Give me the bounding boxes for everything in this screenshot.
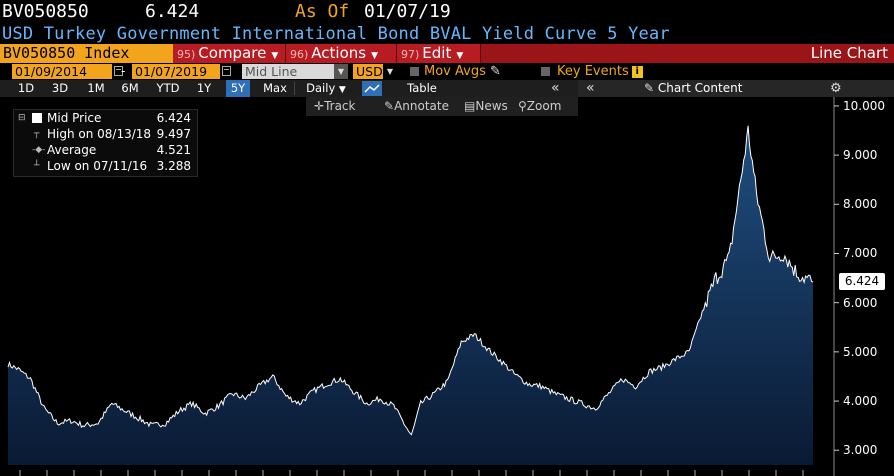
- frequency-select[interactable]: Daily ▼: [306, 81, 346, 95]
- date-separator: -: [121, 64, 126, 78]
- period-3d[interactable]: 3D: [51, 81, 69, 95]
- chart-content-panel: « ✎ Chart Content ⚙: [578, 80, 894, 97]
- chevron-down-icon[interactable]: ▼: [334, 64, 348, 79]
- series-swatch: [32, 113, 42, 123]
- description-bar: USD Turkey Government International Bond…: [0, 24, 894, 44]
- period-bar: 1D 3D 1M 6M YTD 1Y 5Y Max Daily ▼ Table …: [0, 80, 894, 97]
- y-tick-label: 8.000: [843, 197, 878, 212]
- security-field[interactable]: BV050850 Index: [0, 44, 173, 63]
- high-marker-icon: ┬: [34, 129, 40, 139]
- as-of-label: As Of: [295, 1, 350, 22]
- annotate-button[interactable]: ✎ Annotate: [384, 99, 449, 113]
- pencil-icon: ✎: [644, 81, 655, 95]
- legend-row-high: ┬ High on 08/13/18 9.497: [34, 127, 191, 141]
- as-of-date: 01/07/19: [364, 1, 451, 22]
- collapse-left-icon[interactable]: «: [551, 80, 560, 96]
- mov-avgs-label: Mov Avgs ✎: [424, 64, 501, 79]
- view-title: Line Chart: [810, 44, 888, 62]
- command-bar: BV050850 Index 95) Compare ▼ 96) Actions ▼ 9…: [0, 44, 894, 63]
- period-ytd[interactable]: YTD: [156, 81, 180, 95]
- pencil-icon[interactable]: ✎: [490, 64, 501, 79]
- period-1m[interactable]: 1M: [87, 81, 105, 95]
- y-tick-label: 6.000: [843, 295, 878, 310]
- key-events-checkbox[interactable]: [541, 67, 550, 76]
- line-chart-icon[interactable]: [362, 81, 382, 96]
- legend-row-low: ┴ Low on 07/11/16 3.288: [34, 159, 191, 173]
- chevron-down-icon[interactable]: ▼: [383, 64, 397, 79]
- security-header: BV050850 6.424 As Of 01/07/19: [0, 0, 894, 24]
- ticker-label: BV050850: [2, 1, 89, 22]
- chart-legend[interactable]: ⊟ Mid Price 6.424 ┬ High on 08/13/18 9.4…: [13, 109, 198, 177]
- news-button[interactable]: ▤ News: [464, 99, 508, 113]
- table-button[interactable]: Table: [407, 81, 437, 95]
- mov-avgs-checkbox[interactable]: [410, 67, 419, 76]
- chevron-down-icon: ▼: [338, 85, 346, 95]
- legend-row-mid-price[interactable]: ⊟ Mid Price 6.424: [18, 111, 191, 125]
- info-icon[interactable]: i: [631, 66, 643, 78]
- actions-button[interactable]: 96) Actions ▼: [286, 44, 397, 63]
- expand-left-icon[interactable]: «: [586, 80, 595, 96]
- edit-button[interactable]: 97) Edit ▼: [397, 44, 481, 63]
- compare-button[interactable]: 95) Compare ▼: [173, 44, 286, 63]
- y-tick-label: 4.000: [843, 394, 878, 409]
- last-price-tag: 6.424: [839, 273, 885, 290]
- track-button[interactable]: ✛ Track: [314, 99, 356, 113]
- gear-icon[interactable]: ⚙: [830, 81, 842, 96]
- chevron-down-icon: ▼: [456, 51, 464, 61]
- y-tick-label: 7.000: [843, 246, 878, 261]
- start-date-field[interactable]: 01/09/2014: [12, 64, 112, 79]
- zoom-button[interactable]: ⚲ Zoom: [518, 99, 562, 113]
- y-tick-label: 10.000: [843, 98, 885, 113]
- currency-select[interactable]: USD: [353, 64, 383, 79]
- period-1d[interactable]: 1D: [17, 81, 35, 95]
- collapse-icon[interactable]: ⊟: [18, 113, 26, 123]
- period-1y[interactable]: 1Y: [196, 81, 212, 95]
- period-5y[interactable]: 5Y: [226, 80, 250, 97]
- security-description: USD Turkey Government International Bond…: [2, 24, 670, 44]
- y-tick-label: 9.000: [843, 148, 878, 163]
- low-marker-icon: ┴: [34, 161, 40, 171]
- series-area-fill: [8, 125, 813, 466]
- y-tick-label: 3.000: [843, 443, 878, 458]
- period-6m[interactable]: 6M: [121, 81, 139, 95]
- y-tick-label: 5.000: [843, 344, 878, 359]
- calendar-icon[interactable]: [114, 66, 123, 76]
- chevron-down-icon: ▼: [371, 51, 379, 61]
- end-date-field[interactable]: 01/07/2019: [132, 64, 220, 79]
- chart-canvas[interactable]: [0, 97, 894, 476]
- divider: [294, 82, 295, 95]
- price-field-select[interactable]: Mid Line: [242, 64, 334, 79]
- settings-bar: 01/09/2014 - 01/07/2019 Mid Line ▼ USD ▼…: [0, 63, 894, 80]
- last-price: 6.424: [145, 1, 200, 22]
- average-marker-icon: -◆-: [32, 145, 46, 155]
- period-max[interactable]: Max: [263, 81, 287, 95]
- legend-row-average: -◆- Average 4.521: [32, 143, 191, 157]
- chart-content-button[interactable]: ✎ Chart Content: [644, 81, 743, 95]
- calendar-icon[interactable]: [222, 66, 231, 76]
- chevron-down-icon: ▼: [271, 51, 279, 61]
- series-line-mid-price[interactable]: [7, 125, 814, 436]
- key-events-label: Key Events i: [557, 63, 643, 80]
- chart-toolbar: ✛ Track ✎ Annotate ▤ News ⚲ Zoom: [306, 97, 578, 116]
